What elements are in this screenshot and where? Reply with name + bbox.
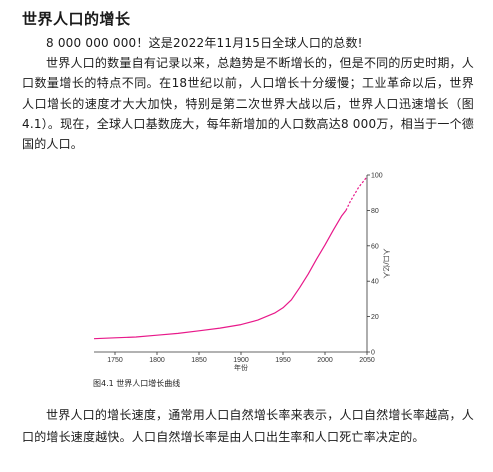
projection-line xyxy=(345,176,368,211)
population-line xyxy=(93,210,347,340)
x-axis-title: 年份 xyxy=(234,363,248,372)
y-tick-label: 100 xyxy=(371,173,383,180)
section-title: 世界人口的增长 xyxy=(22,10,131,28)
y-tick-label: 40 xyxy=(371,279,379,286)
y-tick-label: 20 xyxy=(371,314,379,321)
x-tick-label: 1850 xyxy=(191,357,207,364)
paragraph-intro: 8 000 000 000！这是2022年11月15日全球人口的总数! xyxy=(46,36,363,50)
x-tick-label: 1750 xyxy=(107,357,123,364)
x-tick-label: 2000 xyxy=(317,357,333,364)
y-tick-label: 0 xyxy=(371,350,375,357)
paragraph-growth-rate: 世界人口的增长速度，通常用人口自然增长率来表示，人口自然增长率越高，人口的增长速… xyxy=(22,408,474,444)
chart-series-layer xyxy=(93,176,368,340)
x-tick-label: 1800 xyxy=(149,357,165,364)
x-tick-label: 2050 xyxy=(359,357,375,364)
paragraph-history: 世界人口的数量自有记录以来，总趋势是不断增长的，但是不同的历史时期，人口数量增长… xyxy=(22,56,474,152)
chart-axes xyxy=(94,175,368,353)
figure-caption: 图4.1 世界人口增长曲线 xyxy=(93,379,181,388)
x-tick-label: 1900 xyxy=(233,357,249,364)
x-tick-label: 1950 xyxy=(275,357,291,364)
y-tick-label: 60 xyxy=(371,243,379,250)
y-axis-title: 人口/亿人 xyxy=(382,248,391,278)
y-tick-label: 80 xyxy=(371,208,379,215)
